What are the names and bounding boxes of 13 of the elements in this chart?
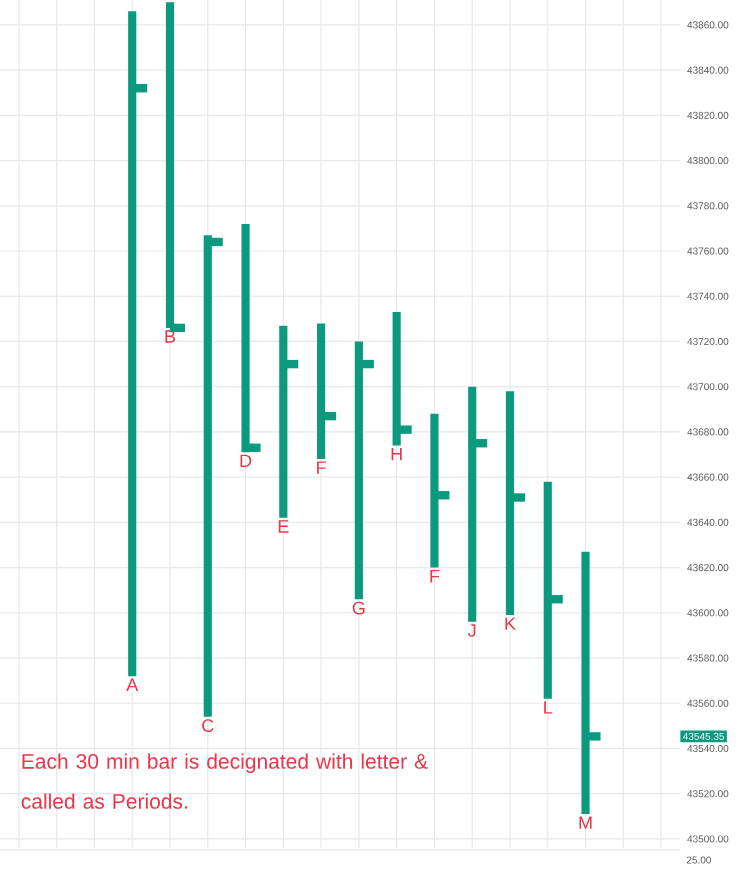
annotation: Each 30 min bar is decignated with letter & called as Periods. <box>21 753 428 809</box>
x-tick-label: K <box>505 617 516 630</box>
x-tick-label: F <box>430 569 440 583</box>
x-tick-label: M <box>579 816 592 829</box>
x-tick-label: E <box>278 520 289 533</box>
x-tick-label: L <box>544 701 553 714</box>
x-tick-label: J <box>467 624 476 637</box>
x-tick-label: H <box>391 447 402 461</box>
x-tick-label: F <box>317 461 326 474</box>
x-tick-label: D <box>240 454 252 468</box>
x-tick-label: A <box>126 678 139 691</box>
x-tick-label: G <box>352 601 365 615</box>
x-tick-label: C <box>202 719 214 732</box>
